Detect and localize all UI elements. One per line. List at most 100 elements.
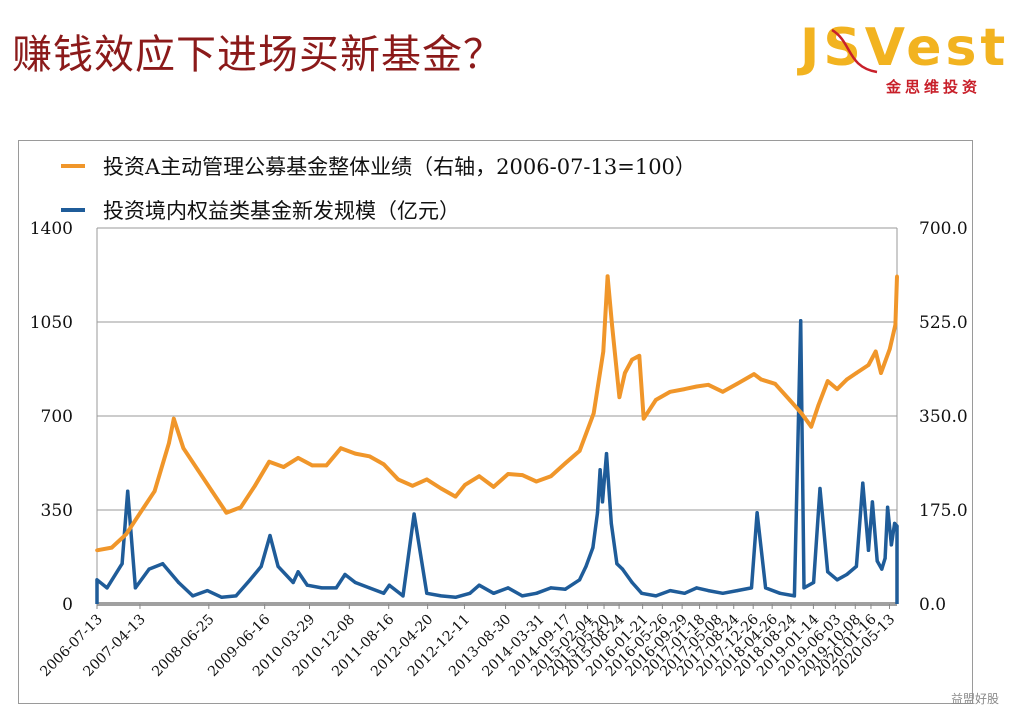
- issuance-point: [147, 567, 151, 571]
- issuance-point: [880, 567, 884, 571]
- performance-point: [720, 390, 725, 394]
- left-tick-label: 1400: [30, 219, 73, 239]
- issuance-point: [296, 570, 300, 574]
- issuance-point: [367, 586, 372, 590]
- issuance-point: [320, 586, 324, 590]
- legend-label-2: 投资境内权益类基金新发规模（亿元）: [103, 199, 460, 223]
- issuance-point: [584, 564, 588, 568]
- performance-point: [396, 477, 400, 482]
- issuance-point: [889, 543, 893, 547]
- legend-label-1: 投资A主动管理公募基金整体业绩（右轴，2006-07-13=100）: [103, 155, 696, 179]
- issuance-point: [334, 586, 338, 590]
- performance-point: [195, 467, 200, 472]
- performance-point: [549, 474, 553, 478]
- series-line-issuance: [95, 318, 899, 604]
- performance-point: [210, 489, 214, 494]
- issuance-point: [615, 562, 619, 566]
- issuance-point: [763, 586, 768, 590]
- performance-point: [641, 416, 646, 421]
- issuance-point: [534, 591, 539, 595]
- issuance-point: [453, 595, 458, 599]
- right-tick-label: 175.0: [919, 501, 968, 521]
- performance-point: [706, 383, 711, 387]
- performance-point: [172, 416, 176, 421]
- watermark: 益盟好股: [950, 692, 999, 706]
- issuance-point: [412, 512, 416, 516]
- issuance-point: [835, 578, 839, 582]
- performance-point: [152, 489, 157, 494]
- issuance-point: [735, 588, 739, 593]
- brand-logo: JSVest 金思维投资: [800, 20, 1005, 100]
- left-tick-label: 350: [41, 501, 73, 521]
- page-title: 赚钱效应下进场买新基金？: [12, 32, 504, 78]
- chart-svg: 投资A主动管理公募基金整体业绩（右轴，2006-07-13=100） 投资境内权益…: [30, 155, 968, 680]
- issuance-point: [818, 486, 822, 491]
- issuance-point: [600, 500, 605, 504]
- issuance-point: [845, 572, 849, 577]
- issuance-point: [604, 452, 609, 456]
- performance-point: [773, 381, 777, 386]
- chart-frame: 投资A主动管理公募基金整体业绩（右轴，2006-07-13=100） 投资境内权益…: [18, 140, 973, 704]
- performance-point: [637, 354, 642, 358]
- issuance-point: [401, 594, 405, 598]
- performance-point: [845, 377, 849, 382]
- issuance-point: [826, 570, 830, 574]
- performance-point: [281, 465, 286, 469]
- right-tick-label: 0.0: [919, 595, 946, 615]
- performance-point: [610, 322, 614, 327]
- issuance-point: [598, 468, 602, 472]
- performance-point: [654, 398, 658, 402]
- performance-point: [520, 473, 525, 477]
- performance-point: [895, 274, 899, 279]
- issuance-point: [749, 586, 754, 590]
- performance-point: [873, 349, 878, 354]
- logo-word: JSVest: [800, 18, 1010, 78]
- issuance-point: [234, 594, 238, 598]
- performance-point: [735, 381, 739, 386]
- issuance-point: [595, 511, 600, 515]
- issuance-point: [520, 594, 524, 598]
- performance-point: [224, 510, 229, 515]
- issuance-point: [191, 594, 195, 598]
- performance-point: [439, 486, 443, 491]
- issuance-point: [126, 489, 130, 493]
- issuance-point: [563, 587, 567, 591]
- performance-point: [267, 459, 272, 464]
- issuance-point: [854, 564, 858, 568]
- left-tick-label: 700: [41, 407, 73, 427]
- performance-point: [138, 510, 143, 515]
- performance-point: [694, 384, 699, 389]
- performance-point: [835, 387, 840, 391]
- performance-point: [563, 461, 568, 466]
- issuance-point: [778, 591, 782, 595]
- performance-point: [809, 424, 814, 429]
- performance-point: [353, 451, 358, 456]
- issuance-point: [276, 564, 280, 568]
- issuance-point: [105, 586, 109, 590]
- logo-subtitle: 金思维投资: [886, 78, 982, 96]
- issuance-point: [654, 594, 658, 598]
- issuance-point: [721, 591, 725, 595]
- performance-point: [577, 449, 582, 453]
- issuance-point: [205, 588, 209, 593]
- performance-point: [682, 387, 687, 391]
- performance-point: [799, 411, 804, 416]
- issuance-point: [220, 595, 224, 599]
- performance-point: [825, 379, 830, 383]
- issuance-point: [866, 548, 871, 552]
- issuance-point: [305, 583, 309, 587]
- performance-point: [463, 482, 467, 487]
- issuance-point: [425, 591, 429, 595]
- performance-point: [752, 372, 756, 376]
- issuance-point: [802, 586, 806, 590]
- issuance-point: [893, 521, 897, 526]
- performance-point: [477, 474, 481, 478]
- performance-point: [591, 411, 596, 416]
- performance-point: [310, 463, 314, 468]
- chart-grid: [96, 227, 898, 606]
- performance-point: [893, 322, 898, 327]
- issuance-point: [549, 586, 553, 590]
- performance-point: [534, 479, 539, 484]
- performance-point: [109, 545, 114, 550]
- issuance-point: [792, 594, 797, 598]
